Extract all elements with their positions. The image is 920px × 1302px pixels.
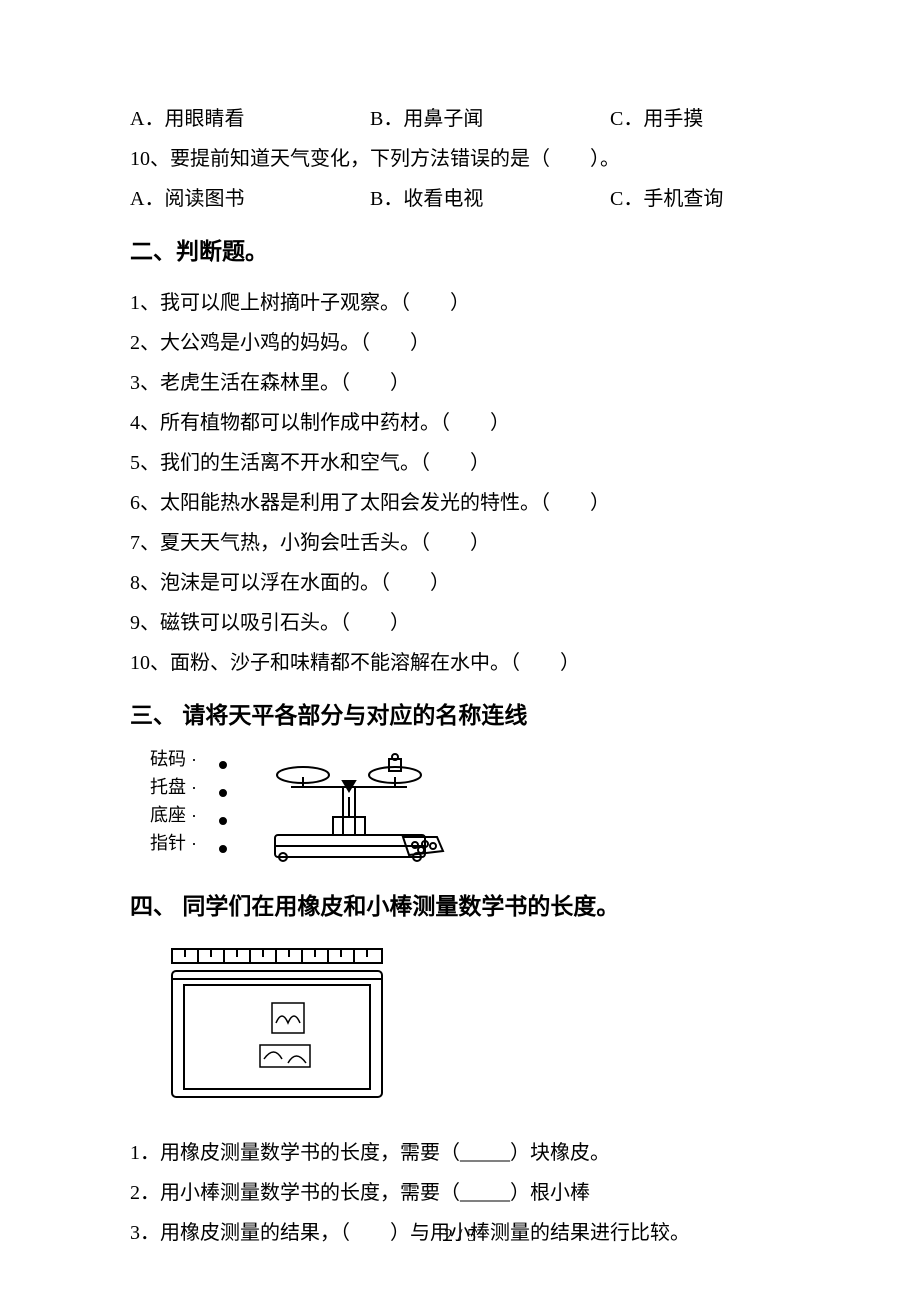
- judge-7: 7、夏天天气热，小狗会吐舌头。（ ）: [130, 524, 790, 562]
- q10-stem: 10、要提前知道天气变化，下列方法错误的是（ ）。: [130, 140, 790, 178]
- matching-label-1: 砝码 ·: [150, 745, 197, 773]
- judge-9: 9、磁铁可以吸引石头。（ ）: [130, 604, 790, 642]
- judge-1: 1、我可以爬上树摘叶子观察。（ ）: [130, 284, 790, 322]
- q9-choice-b: B．用鼻子闻: [370, 100, 610, 138]
- q9-choice-c: C．用手摸: [610, 100, 790, 138]
- judge-6: 6、太阳能热水器是利用了太阳会发光的特性。（ ）: [130, 484, 790, 522]
- q10-choice-b: B．收看电视: [370, 180, 610, 218]
- balance-diagram: [205, 747, 445, 867]
- q4-sub-1: 1．用橡皮测量数学书的长度，需要（_____）块橡皮。: [130, 1134, 790, 1172]
- matching-label-2: 托盘 ·: [150, 773, 197, 801]
- section-4-title: 四、 同学们在用橡皮和小棒测量数学书的长度。: [130, 885, 790, 929]
- judge-5: 5、我们的生活离不开水和空气。（ ）: [130, 444, 790, 482]
- q9-choice-a: A．用眼睛看: [130, 100, 370, 138]
- section-2-title: 二、判断题。: [130, 230, 790, 274]
- balance-matching: 砝码 · 托盘 · 底座 · 指针 ·: [150, 747, 790, 867]
- matching-label-3: 底座 ·: [150, 801, 197, 829]
- judge-8: 8、泡沫是可以浮在水面的。（ ）: [130, 564, 790, 602]
- q10-choice-a: A．阅读图书: [130, 180, 370, 218]
- q10-choice-c: C．手机查询: [610, 180, 790, 218]
- q9-choices: A．用眼睛看 B．用鼻子闻 C．用手摸: [130, 100, 790, 138]
- q10-choices: A．阅读图书 B．收看电视 C．手机查询: [130, 180, 790, 218]
- q4-sub-2: 2．用小棒测量数学书的长度，需要（_____）根小棒: [130, 1174, 790, 1212]
- judge-4: 4、所有植物都可以制作成中药材。（ ）: [130, 404, 790, 442]
- matching-label-4: 指针 ·: [150, 829, 197, 857]
- judge-2: 2、大公鸡是小鸡的妈妈。（ ）: [130, 324, 790, 362]
- judge-10: 10、面粉、沙子和味精都不能溶解在水中。（ ）: [130, 644, 790, 682]
- page-number: 2 / 5: [0, 1218, 920, 1252]
- matching-labels: 砝码 · 托盘 · 底座 · 指针 ·: [150, 745, 197, 857]
- section-3-title: 三、 请将天平各部分与对应的名称连线: [130, 694, 790, 738]
- book-ruler-diagram: [162, 945, 392, 1105]
- judge-3: 3、老虎生活在森林里。（ ）: [130, 364, 790, 402]
